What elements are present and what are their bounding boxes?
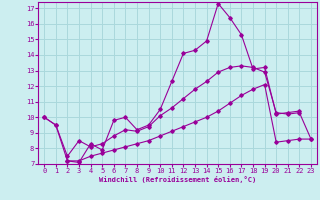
X-axis label: Windchill (Refroidissement éolien,°C): Windchill (Refroidissement éolien,°C) [99, 176, 256, 183]
